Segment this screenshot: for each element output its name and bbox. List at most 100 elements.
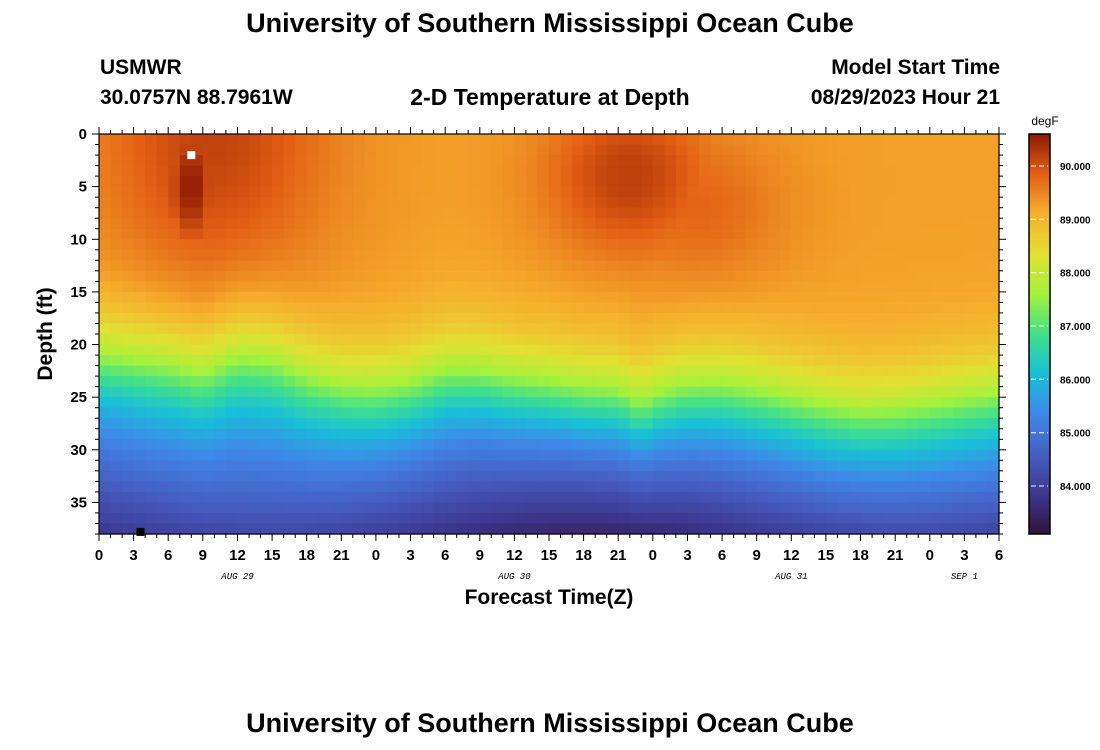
heatmap-cell (802, 523, 815, 535)
heatmap-cell (249, 397, 262, 409)
heatmap-cell (341, 186, 354, 198)
heatmap-cell (410, 186, 423, 198)
heatmap-cell (110, 397, 123, 409)
heatmap-cell (179, 418, 192, 430)
heatmap-cell (572, 312, 585, 325)
heatmap-cell (906, 512, 919, 525)
heatmap-cell (618, 218, 631, 230)
heatmap-cell (422, 270, 435, 282)
heatmap-cell (560, 418, 573, 430)
heatmap-cell (525, 460, 539, 472)
heatmap-cell (987, 186, 1000, 198)
heatmap-cell (837, 502, 850, 514)
heatmap-cell (675, 376, 689, 388)
heatmap-cell (445, 481, 458, 493)
heatmap-cell (260, 439, 273, 451)
heatmap-cell (468, 355, 481, 367)
heatmap-cell (410, 218, 423, 230)
heatmap-cell (629, 386, 642, 398)
heatmap-cell (952, 355, 965, 367)
heatmap-cell (191, 523, 204, 535)
heatmap-cell (699, 344, 712, 356)
heatmap-cell (122, 239, 135, 251)
heatmap-cell (99, 386, 112, 398)
heatmap-cell (652, 355, 665, 367)
heatmap-cell (110, 376, 123, 388)
heatmap-cell (387, 270, 400, 282)
heatmap-cell (779, 502, 792, 514)
heatmap-cell (122, 334, 135, 346)
heatmap-cell (641, 323, 654, 335)
heatmap-cell (952, 239, 965, 251)
heatmap-cell (99, 302, 112, 314)
heatmap-cell (618, 344, 631, 356)
heatmap-cell (802, 249, 815, 261)
heatmap-cell (122, 376, 135, 388)
heatmap-cell (237, 344, 250, 356)
heatmap-cell (214, 165, 227, 177)
heatmap-cell (814, 249, 827, 261)
heatmap-cell (941, 260, 954, 272)
heatmap-cell (802, 355, 815, 367)
heatmap-cell (756, 355, 769, 367)
heatmap-cell (802, 460, 815, 472)
heatmap-cell (929, 439, 942, 451)
heatmap-cell (837, 291, 850, 304)
heatmap-cell (918, 344, 931, 356)
heatmap-cell (549, 249, 562, 261)
heatmap-cell (952, 491, 965, 504)
heatmap-cell (664, 228, 677, 240)
heatmap-cell (929, 512, 942, 525)
heatmap-cell (156, 512, 169, 525)
heatmap-cell (987, 344, 1000, 356)
x-axis-title: Forecast Time(Z) (465, 586, 634, 609)
heatmap-cell (468, 134, 481, 146)
heatmap-cell (745, 449, 758, 461)
heatmap-cell (214, 439, 227, 451)
heatmap-cell (745, 491, 758, 504)
heatmap-cell (387, 249, 400, 261)
heatmap-cell (364, 323, 377, 335)
heatmap-cell (295, 312, 308, 325)
heatmap-cell (618, 260, 631, 272)
heatmap-cell (814, 291, 827, 304)
heatmap-cell (860, 449, 873, 461)
heatmap-cell (410, 439, 423, 451)
heatmap-cell (341, 386, 354, 398)
heatmap-cell (733, 270, 746, 282)
heatmap-cell (549, 197, 562, 209)
heatmap-cell (964, 228, 977, 240)
heatmap-cell (341, 355, 354, 367)
heatmap-cell (629, 270, 642, 282)
heatmap-cell (399, 312, 412, 325)
heatmap-cell (502, 334, 515, 346)
heatmap-cell (768, 418, 781, 430)
heatmap-cell (525, 281, 539, 293)
heatmap-cell (225, 397, 239, 409)
heatmap-cell (179, 134, 192, 146)
heatmap-cell (675, 186, 689, 198)
heatmap-cell (122, 491, 135, 504)
heatmap-cell (722, 386, 735, 398)
heatmap-cell (422, 165, 435, 177)
heatmap-cell (629, 218, 642, 230)
heatmap-cell (664, 218, 677, 230)
heatmap-cell (479, 302, 492, 314)
heatmap-cell (225, 228, 239, 240)
heatmap-cell (825, 512, 839, 525)
heatmap-cell (952, 155, 965, 167)
heatmap-cell (225, 270, 239, 282)
heatmap-cell (652, 176, 665, 188)
heatmap-cell (652, 312, 665, 325)
heatmap-cell (145, 407, 158, 419)
heatmap-cell (699, 186, 712, 198)
heatmap-cell (295, 197, 308, 209)
heatmap-cell (410, 470, 423, 482)
heatmap-cell (537, 281, 550, 293)
heatmap-cell (641, 365, 654, 377)
heatmap-cell (422, 344, 435, 356)
heatmap-cell (849, 239, 862, 251)
heatmap-cell (825, 334, 839, 346)
heatmap-cell (410, 344, 423, 356)
plot-title: 2-D Temperature at Depth (410, 84, 690, 110)
